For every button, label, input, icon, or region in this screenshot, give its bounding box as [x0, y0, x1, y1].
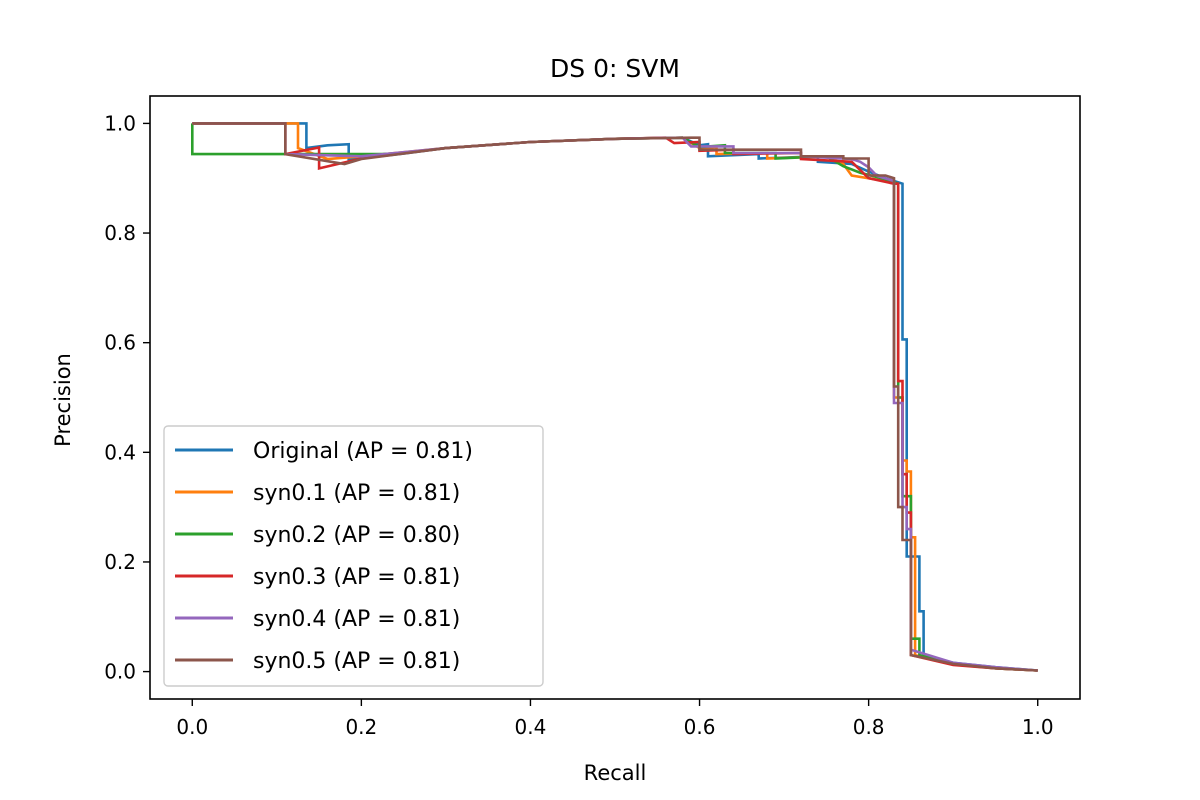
x-tick-label: 0.4 — [515, 715, 547, 739]
legend-entry: Original (AP = 0.81) — [253, 439, 473, 464]
x-tick-label: 0.2 — [345, 715, 377, 739]
x-tick-label: 0.0 — [176, 715, 208, 739]
x-tick-label: 1.0 — [1022, 715, 1054, 739]
plot-lines — [191, 122, 1038, 672]
y-tick-label: 0.0 — [104, 660, 136, 684]
y-tick-label: 1.0 — [104, 111, 136, 135]
legend-entry: syn0.4 (AP = 0.81) — [253, 607, 460, 632]
legend: Original (AP = 0.81) syn0.1 (AP = 0.81) sy… — [163, 425, 544, 687]
y-axis-label: Precision — [51, 353, 75, 447]
chart-title: DS 0: SVM — [550, 54, 680, 83]
plot-frame — [149, 95, 1081, 700]
y-tick-label: 0.6 — [104, 331, 136, 355]
x-axis: 0.0 0.2 0.4 0.6 0.8 1.0 — [176, 699, 1054, 739]
y-axis: 0.0 0.2 0.4 0.6 0.8 1.0 — [104, 111, 150, 684]
legend-entry: syn0.3 (AP = 0.81) — [253, 565, 460, 590]
x-tick-label: 0.6 — [684, 715, 716, 739]
legend-entry: syn0.1 (AP = 0.81) — [253, 481, 460, 506]
y-tick-label: 0.4 — [104, 440, 136, 464]
x-tick-label: 0.8 — [853, 715, 885, 739]
x-axis-label: Recall — [584, 761, 647, 785]
legend-entry: syn0.5 (AP = 0.81) — [253, 649, 460, 674]
series-line-5 — [192, 122, 1038, 672]
legend-box — [163, 425, 544, 687]
y-tick-label: 0.8 — [104, 221, 136, 245]
legend-entry: syn0.2 (AP = 0.80) — [253, 523, 460, 548]
y-tick-label: 0.2 — [104, 550, 136, 574]
